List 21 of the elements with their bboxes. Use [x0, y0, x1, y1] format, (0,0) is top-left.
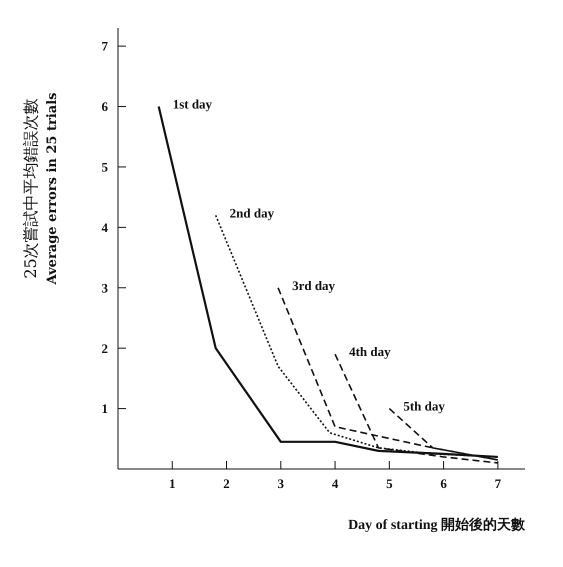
series-label: 2nd day: [230, 205, 275, 220]
y-tick-label: 6: [102, 99, 108, 114]
y-tick-label: 1: [102, 401, 108, 416]
x-tick-label: 3: [278, 476, 285, 492]
y-tick-label: 5: [102, 160, 108, 175]
x-tick-label: 7: [494, 476, 502, 492]
y-tick-label: 4: [102, 220, 108, 235]
series-label: 4th day: [349, 344, 392, 360]
x-tick-label: 4: [332, 476, 339, 492]
y-axis-title: 25次嘗試中平均錯誤次數 Average errors in 25 trials: [21, 92, 60, 286]
series-label: 3rd day: [292, 278, 336, 293]
x-axis-title: Day of starting 開始後的天數: [348, 517, 526, 533]
y-tick-label: 2: [102, 340, 108, 356]
x-tick-label: 2: [223, 476, 230, 492]
x-tick-label: 1: [169, 476, 176, 492]
x-tick-label: 5: [386, 476, 394, 492]
x-tick-label: 6: [440, 476, 448, 492]
y-tick-label: 3: [102, 280, 108, 296]
series-label: 5th day: [403, 398, 446, 414]
y-tick-label: 7: [102, 38, 108, 54]
series-label: 1st day: [172, 96, 213, 112]
